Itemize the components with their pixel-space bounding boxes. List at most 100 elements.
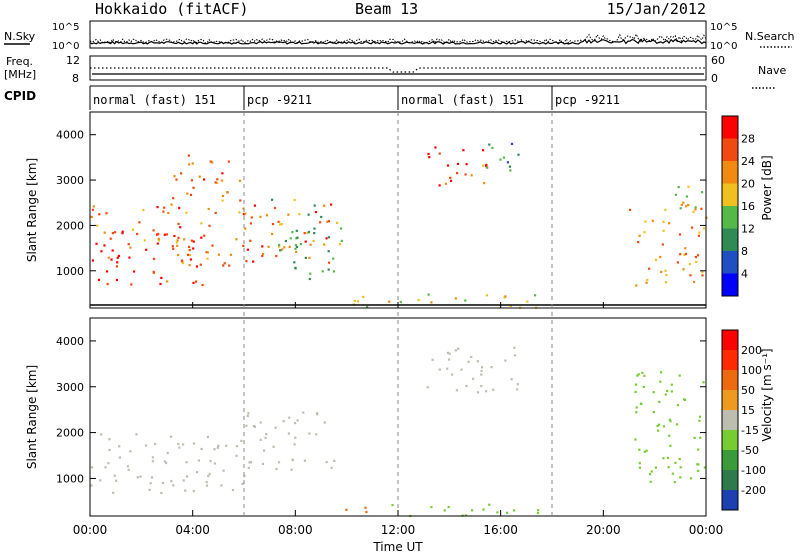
data-cell	[448, 358, 451, 361]
data-cell	[104, 466, 107, 469]
data-cell	[438, 368, 441, 371]
cpid-boundary-lines	[243, 112, 553, 516]
data-cell	[467, 360, 470, 363]
data-cell	[695, 260, 698, 263]
data-cell	[221, 194, 225, 197]
data-cell	[249, 222, 252, 225]
data-cell	[213, 462, 216, 465]
data-cell	[181, 260, 184, 263]
data-cell	[189, 193, 193, 196]
data-cell	[190, 239, 193, 242]
data-cell	[231, 488, 235, 492]
velocity-ylabel: Slant Range [km]	[25, 365, 39, 469]
xtick-label: 16:00	[483, 523, 518, 537]
data-cell	[295, 237, 298, 240]
data-cell	[192, 281, 195, 284]
data-cell	[208, 224, 211, 227]
colorbar-tick-label: -50	[741, 444, 759, 457]
colorbar-swatch	[722, 410, 738, 430]
data-cell	[205, 251, 208, 254]
data-cell	[446, 351, 450, 354]
nave-label: Nave	[758, 64, 786, 77]
data-cell	[133, 270, 136, 273]
data-cell	[109, 237, 112, 240]
data-cell	[427, 293, 430, 296]
data-cell	[664, 208, 667, 211]
data-cell	[271, 232, 274, 236]
data-cell	[638, 462, 641, 465]
nsearch-label: N.Search	[745, 30, 795, 43]
data-cell	[516, 383, 519, 386]
data-cell	[278, 245, 281, 248]
nsky-label: N.Sky	[4, 30, 36, 43]
station-title: Hokkaido (fitACF)	[95, 0, 249, 18]
data-cell	[431, 358, 434, 361]
data-cell	[364, 506, 367, 509]
data-cell	[282, 420, 285, 423]
data-cell	[149, 482, 152, 485]
data-cell	[284, 239, 287, 243]
data-cell	[320, 215, 323, 219]
data-cell	[216, 446, 219, 449]
data-cell	[131, 228, 134, 231]
nave-tick-low: 0	[711, 72, 718, 85]
data-cell	[693, 280, 696, 284]
data-cell	[97, 278, 100, 281]
nsky-trace	[89, 38, 707, 45]
data-cell	[634, 390, 637, 394]
data-cell	[118, 445, 121, 448]
data-cell	[651, 219, 654, 222]
data-cell	[229, 253, 233, 256]
noise-panel: N.Sky 10^5 10^0 10^5 10^0 N.Search	[4, 20, 795, 52]
data-cell	[214, 211, 217, 214]
data-cell	[139, 475, 142, 478]
data-cell	[142, 208, 145, 212]
data-cell	[280, 223, 283, 226]
data-cell	[308, 256, 311, 259]
data-cell	[192, 240, 195, 243]
data-cell	[253, 425, 256, 428]
data-cell	[510, 378, 513, 381]
data-cell	[456, 172, 459, 175]
data-cell	[156, 242, 159, 245]
xtick-label: 12:00	[381, 523, 416, 537]
data-cell	[645, 281, 648, 284]
data-cell	[488, 503, 491, 506]
data-cell	[682, 268, 685, 271]
data-cell	[340, 239, 343, 242]
data-cell	[313, 227, 316, 230]
data-cell	[241, 482, 244, 485]
velocity-data-layer	[90, 346, 706, 518]
data-cell	[325, 461, 328, 464]
data-cell	[641, 371, 644, 374]
cpid-segment-label: normal (fast) 151	[401, 93, 524, 107]
data-cell	[107, 462, 110, 465]
data-cell	[166, 451, 169, 455]
data-cell	[143, 239, 146, 242]
data-cell	[272, 445, 275, 448]
data-cell	[118, 456, 121, 459]
data-cell	[207, 207, 210, 211]
data-cell	[321, 270, 324, 273]
data-cell	[152, 257, 156, 260]
colorbar-tick-label: -200	[741, 484, 766, 497]
data-cell	[428, 156, 431, 159]
data-cell	[679, 466, 682, 469]
data-cell	[189, 254, 192, 257]
data-cell	[691, 226, 694, 229]
data-cell	[464, 173, 467, 176]
power-panel: Slant Range [km] 4000 3000 2000 1000 Power …	[25, 111, 774, 309]
data-cell	[176, 239, 179, 242]
data-cell	[136, 232, 139, 236]
data-cell	[701, 271, 704, 274]
colorbar-tick-label: 100	[741, 364, 762, 377]
data-cell	[172, 484, 175, 487]
data-cell	[294, 436, 297, 439]
data-cell	[192, 247, 195, 250]
data-cell	[438, 184, 441, 187]
colorbar-swatch	[722, 206, 738, 229]
data-cell	[694, 206, 697, 209]
data-cell	[235, 454, 238, 457]
data-cell	[199, 263, 202, 266]
